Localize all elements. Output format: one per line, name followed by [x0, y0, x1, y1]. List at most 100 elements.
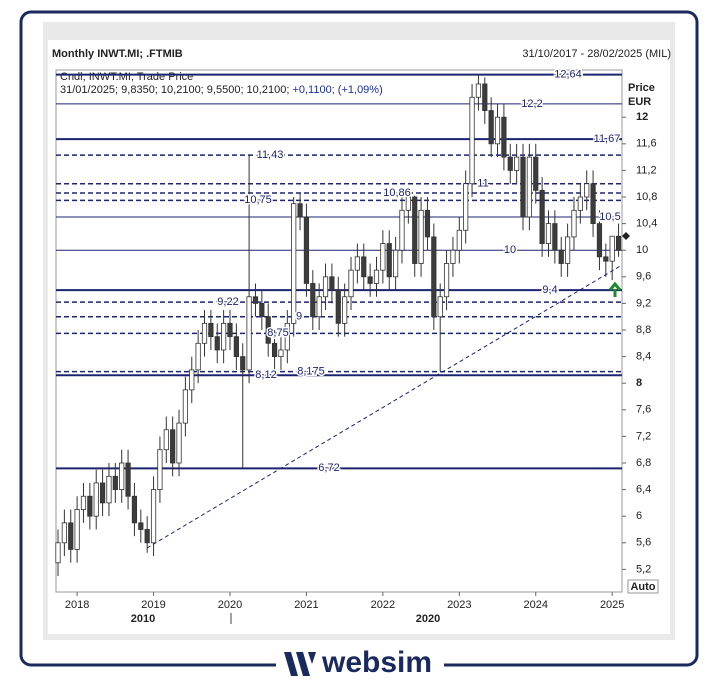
candle-body [61, 522, 67, 544]
candle-body [163, 429, 169, 451]
level-label: 9 [296, 311, 302, 323]
candle-body [227, 322, 233, 338]
x-tick-label: 2025 [600, 599, 624, 611]
y-tick-label: 9,2 [636, 297, 651, 309]
y-tick-label: 7,2 [636, 430, 651, 442]
logo-icon [284, 652, 316, 676]
candle-body [329, 276, 335, 291]
x-tick-label: 2018 [65, 599, 89, 611]
candle-body [361, 256, 367, 278]
candle-body [412, 196, 418, 264]
candle-body [507, 156, 513, 171]
candle-body [380, 243, 386, 271]
candle-body [520, 156, 526, 218]
candle-body [310, 283, 316, 318]
candle-body [431, 236, 437, 318]
candle-body [284, 322, 290, 351]
logo-stroke [284, 652, 298, 676]
y-tick-label: 8,4 [636, 351, 651, 363]
x-tick-label: 2019 [141, 599, 165, 611]
info-change: +0,1100; (+1,09%) [292, 84, 382, 96]
y-tick-label: 5,6 [636, 537, 651, 549]
candle-body [494, 116, 501, 145]
candle-body [501, 116, 507, 158]
candle-body [514, 156, 520, 171]
candle-body [545, 223, 552, 244]
candle-body [469, 96, 475, 185]
candle-body [456, 229, 462, 251]
level-label: 10,75 [244, 194, 272, 206]
candle-body [221, 322, 227, 351]
candle-body [246, 296, 252, 371]
candle-body [99, 482, 106, 504]
logo-stroke [296, 652, 310, 676]
candle-body [265, 316, 271, 344]
y-tick-label: 6,4 [636, 484, 651, 496]
candle-body [482, 83, 488, 111]
candle-body [418, 209, 424, 264]
candle-body [189, 369, 195, 391]
candle-body [526, 156, 532, 218]
candle-body [80, 495, 87, 510]
candle-body [335, 289, 341, 324]
scale-mode-box[interactable] [627, 579, 659, 594]
candle-body [74, 509, 80, 550]
y-tick-label: 10,4 [636, 218, 657, 230]
candle-body [297, 203, 303, 218]
chart-title: Monthly INWT.MI; .FTMIB [52, 48, 183, 60]
candle-body [533, 156, 539, 191]
candle-body [596, 223, 603, 258]
y-tick-label: 7,6 [636, 404, 651, 416]
scale-mode[interactable]: Auto [630, 581, 655, 593]
candle-body [233, 336, 239, 358]
candle-body [367, 276, 373, 284]
y-tick-label: 10 [636, 244, 648, 256]
y-tick-label: 6,8 [636, 457, 651, 469]
x-tick-label: 2024 [524, 599, 548, 611]
candle-body [68, 522, 74, 550]
level-label: 10,5 [599, 211, 620, 223]
y-axis-label: Price [628, 82, 655, 94]
plot-layer [55, 73, 622, 577]
y-tick-label: 6 [636, 510, 642, 522]
candle-body [405, 196, 411, 211]
candle-body [182, 389, 188, 424]
level-label: 11,67 [594, 133, 621, 145]
candle-body [214, 336, 220, 351]
candle-body [603, 256, 609, 262]
candle-body [609, 235, 615, 262]
info-title: Cndl; INWT.MI; Trade Price [60, 71, 193, 83]
candle-body [150, 489, 157, 544]
candle-body [170, 429, 176, 464]
candle-body [584, 183, 590, 198]
level-label: 8,175 [297, 365, 325, 377]
candle-body [131, 495, 138, 524]
y-tick-label: 8,8 [636, 324, 651, 336]
candle-body [539, 189, 545, 244]
level-label: 11 [477, 178, 488, 190]
candle-body [119, 462, 125, 490]
x-tick-label: 2022 [371, 599, 395, 611]
logo-text: websim [321, 646, 432, 679]
candle-body [342, 296, 348, 324]
candle-body [55, 542, 61, 564]
level-label: 10 [504, 244, 516, 256]
candle-body [112, 475, 118, 490]
level-label: 10,86 [383, 187, 411, 199]
y-tick-label: 12 [636, 111, 648, 123]
logo-stroke [308, 652, 316, 664]
y-tick-label: 11,2 [636, 164, 657, 176]
candle-body [252, 296, 259, 304]
y-tick-label: 11,6 [636, 138, 657, 150]
candle-body [176, 422, 182, 464]
candle-body [463, 183, 469, 231]
candle-body [475, 83, 482, 98]
candle-body [316, 296, 322, 318]
candle-body [424, 209, 431, 238]
level-label: 9,4 [542, 284, 557, 296]
info-values-text: 31/01/2025; 9,8350; 10,2100; 9,5500; 10,… [60, 84, 289, 96]
candle-body [373, 269, 380, 284]
level-label: 12,2 [521, 98, 542, 110]
candle-body [259, 303, 265, 318]
level-label: 9,22 [217, 296, 238, 308]
